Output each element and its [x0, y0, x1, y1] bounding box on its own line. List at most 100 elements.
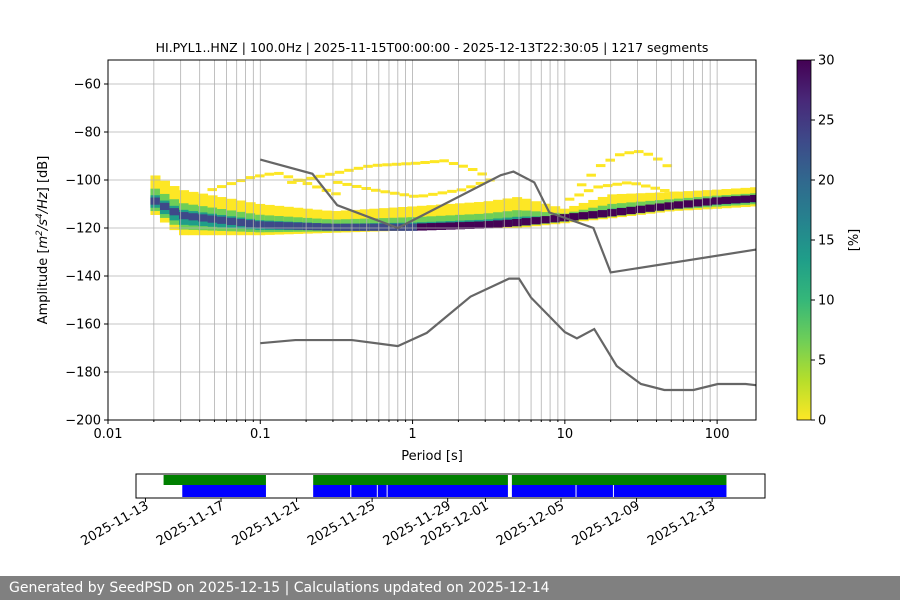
psd-outlier-bin [216, 185, 227, 189]
psd-bin-3 [569, 213, 580, 221]
psd-outlier-bin [312, 185, 322, 189]
psd-bin-3 [664, 202, 675, 210]
psd-bin-3 [198, 214, 209, 222]
psd-outlier-bin [669, 191, 680, 195]
psd-outlier-bin [467, 168, 478, 172]
psd-outlier-bin [226, 182, 237, 186]
psd-outlier-bin [653, 157, 663, 161]
psd-bin-3 [226, 217, 237, 225]
psd-outlier-bin [372, 163, 383, 167]
used-segment [387, 485, 508, 497]
colorbar-ticks: 0 5 10 15 20 25 30 [811, 54, 835, 429]
noise-model-nhnm [259, 158, 757, 274]
psd-outlier-bin [437, 191, 448, 195]
psd-bin-3 [683, 200, 694, 208]
psd-outlier-bin [363, 164, 373, 168]
psd-outlier-bin [302, 182, 313, 186]
footer-text: Generated by SeedPSD on 2025-12-15 | Cal… [0, 576, 900, 600]
psd-outlier-bin [331, 192, 341, 196]
x-axis: 0.01 0.1 1 10 100 [94, 420, 730, 442]
psd-bin-3 [626, 206, 637, 215]
colorbar-tick-label: 10 [818, 294, 835, 309]
used-segment [377, 485, 387, 497]
psd-bin-3 [588, 211, 599, 219]
psd-bin-3 [188, 213, 199, 221]
y-tick-label: −180 [65, 366, 101, 381]
colorbar [796, 59, 812, 421]
psd-outlier-bin [621, 181, 632, 185]
psd-bin-3 [512, 219, 523, 227]
psd-outlier-bin [631, 182, 641, 186]
psd-bin-3 [607, 209, 618, 217]
psd-bin-3 [321, 223, 332, 231]
date-tick-label: 2025-12-13 [645, 498, 718, 549]
psd-outlier-bin [315, 174, 326, 178]
y-tick-label: −100 [65, 174, 101, 189]
date-tick-label: 2025-11-17 [154, 498, 227, 549]
psd-outlier-bin [612, 182, 622, 186]
psd-bin-3 [502, 219, 513, 227]
psd-outlier-bin [429, 160, 440, 164]
psd-bin-3 [721, 196, 732, 204]
psd-outlier-bin [614, 153, 625, 157]
y-tick-label: −120 [65, 222, 101, 237]
psd-outlier-bin [650, 186, 661, 190]
psd-outlier-bin [634, 150, 644, 154]
psd-outlier-bin [456, 188, 467, 192]
used-segment [313, 485, 351, 497]
psd-outlier-bin [409, 194, 419, 198]
date-tick-label: 2025-11-13 [79, 498, 152, 549]
psd-outlier-bin [420, 161, 430, 165]
psd-bin-3 [673, 201, 684, 209]
psd-outlier-bin [351, 184, 362, 188]
psd-bin-3 [159, 202, 170, 211]
psd-outlier-bin [391, 162, 402, 166]
colorbar-tick-label: 30 [818, 54, 835, 69]
psd-outliers [207, 150, 689, 201]
psd-outlier-bin [264, 172, 275, 176]
psd-bin-3 [359, 223, 370, 231]
psd-bin-3 [283, 222, 294, 230]
colorbar-tick-label: 15 [818, 234, 835, 249]
psd-outlier-bin [466, 185, 476, 189]
psd-bin-3 [493, 220, 504, 228]
psd-outlier-bin [428, 192, 438, 196]
psd-outlier-bin [353, 166, 364, 170]
plot-frame [107, 59, 757, 421]
psd-bin-3 [217, 216, 228, 224]
date-tick-label: 2025-12-05 [494, 498, 567, 549]
psd-bin-3 [616, 207, 627, 216]
psd-bin-3 [236, 218, 247, 227]
psd-outlier-bin [245, 176, 256, 180]
x-tick-label: 1 [408, 427, 416, 442]
used-segment [182, 485, 266, 497]
psd-outlier-bin [255, 174, 265, 178]
colorbar-label: [%] [847, 229, 862, 252]
y-tick-label: −200 [65, 414, 101, 429]
x-tick-label: 0.01 [94, 427, 123, 442]
psd-outlier-bin [439, 159, 449, 163]
psd-bin-3 [426, 223, 437, 231]
used-segment [576, 485, 613, 497]
y-tick-label: −80 [74, 126, 101, 141]
psd-outlier-bin [662, 164, 673, 168]
psd-bin-3 [169, 208, 180, 216]
psd-outlier-bin [334, 170, 345, 174]
y-axis: −60 −80 −100 −120 −140 −160 −180 −200 [65, 78, 108, 429]
noise-models [259, 158, 757, 392]
psd-outlier-bin [401, 162, 411, 166]
psd-bin-3 [702, 198, 713, 206]
psd-outlier-bin [576, 183, 587, 187]
y-axis-label: Amplitude [m2/s4/Hz] [dB] [35, 156, 51, 325]
psd-outlier-bin [287, 180, 297, 184]
psd-outlier-bin [583, 189, 594, 193]
grid-lines [107, 60, 756, 421]
psd-outlier-bin [207, 188, 217, 192]
psd-bin-3 [464, 221, 475, 230]
psd-outlier-bin [679, 194, 689, 198]
psd-bin-3 [731, 196, 742, 204]
psd-outlier-bin [332, 180, 343, 184]
psd-bin-3 [245, 220, 256, 228]
data-availability-bar [163, 475, 727, 497]
x-tick-label: 100 [705, 427, 730, 442]
